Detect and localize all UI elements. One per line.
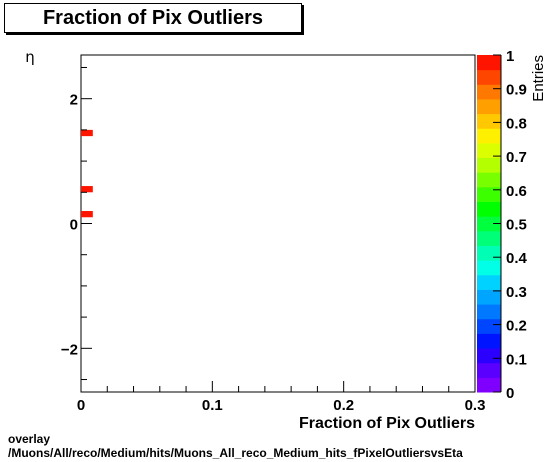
color-scale-swatch — [477, 348, 501, 364]
x-tick-label: 0.2 — [333, 397, 354, 414]
color-scale-swatch — [477, 55, 501, 71]
x-axis: 0 0.1 0.2 0.3 — [77, 381, 486, 414]
heatmap-cell — [81, 211, 93, 218]
z-axis-label: Entries — [530, 55, 546, 102]
y-tick-label: 2 — [70, 92, 78, 109]
color-scale-swatch — [477, 172, 501, 188]
chart-title-box: Fraction of Pix Outliers — [4, 3, 302, 33]
heatmap-cell — [81, 186, 93, 193]
color-scale-swatch — [477, 333, 501, 349]
color-scale-tick-label: 0.6 — [506, 183, 527, 200]
color-scale-swatch — [477, 289, 501, 305]
heatmap-cells — [81, 129, 93, 218]
footer-line-2: /Muons/All/reco/Medium/hits/Muons_All_re… — [8, 446, 463, 460]
chart-title: Fraction of Pix Outliers — [42, 7, 264, 29]
color-scale-swatch — [477, 128, 501, 144]
color-scale-swatch — [477, 318, 501, 334]
y-tick-label: −2 — [61, 341, 78, 358]
color-scale-swatch — [477, 142, 501, 159]
color-scale: 0 0.1 0.2 0.3 0.4 0.5 0.6 0.7 0.8 0.9 1 — [477, 48, 528, 402]
color-scale-tick-label: 0.1 — [506, 351, 527, 368]
color-scale-tick-label: 0.4 — [506, 250, 528, 267]
color-scale-tick-label: 0.8 — [506, 115, 527, 132]
color-scale-swatch — [477, 98, 501, 115]
color-scale-swatch — [477, 216, 501, 232]
color-scale-swatch — [477, 186, 501, 203]
x-tick-label: 0.3 — [465, 397, 486, 414]
color-scale-swatch — [477, 201, 501, 217]
color-scale-tick-label: 0.3 — [506, 284, 527, 301]
color-scale-swatch — [477, 69, 501, 85]
color-scale-swatch — [477, 230, 501, 246]
color-scale-swatch — [477, 362, 501, 378]
color-scale-tick-label: 0.2 — [506, 318, 527, 335]
heatmap-cell — [81, 129, 93, 137]
y-tick-label: 0 — [70, 217, 78, 234]
x-axis-label: Fraction of Pix Outliers — [299, 415, 475, 432]
footer-line-1: overlay — [8, 432, 51, 446]
color-scale-swatch — [477, 245, 501, 261]
color-scale-tick-label: 1 — [506, 48, 514, 65]
color-scale-swatch — [477, 274, 501, 290]
color-scale-swatch — [477, 84, 501, 100]
color-scale-tick-label: 0.5 — [506, 217, 527, 234]
x-tick-label: 0.1 — [202, 397, 223, 414]
color-scale-tick-label: 0.9 — [506, 82, 527, 99]
color-scale-tick-label: 0 — [506, 385, 514, 402]
color-scale-swatch — [477, 113, 501, 129]
y-axis: −2 0 2 — [61, 66, 92, 381]
color-scale-swatch — [477, 377, 501, 393]
color-scale-swatch — [477, 304, 501, 320]
color-scale-swatch — [477, 157, 501, 173]
y-axis-label: η — [25, 48, 35, 66]
color-scale-swatch — [477, 260, 501, 276]
x-tick-label: 0 — [77, 397, 85, 414]
plot-frame — [80, 54, 476, 393]
color-scale-tick-label: 0.7 — [506, 149, 527, 166]
